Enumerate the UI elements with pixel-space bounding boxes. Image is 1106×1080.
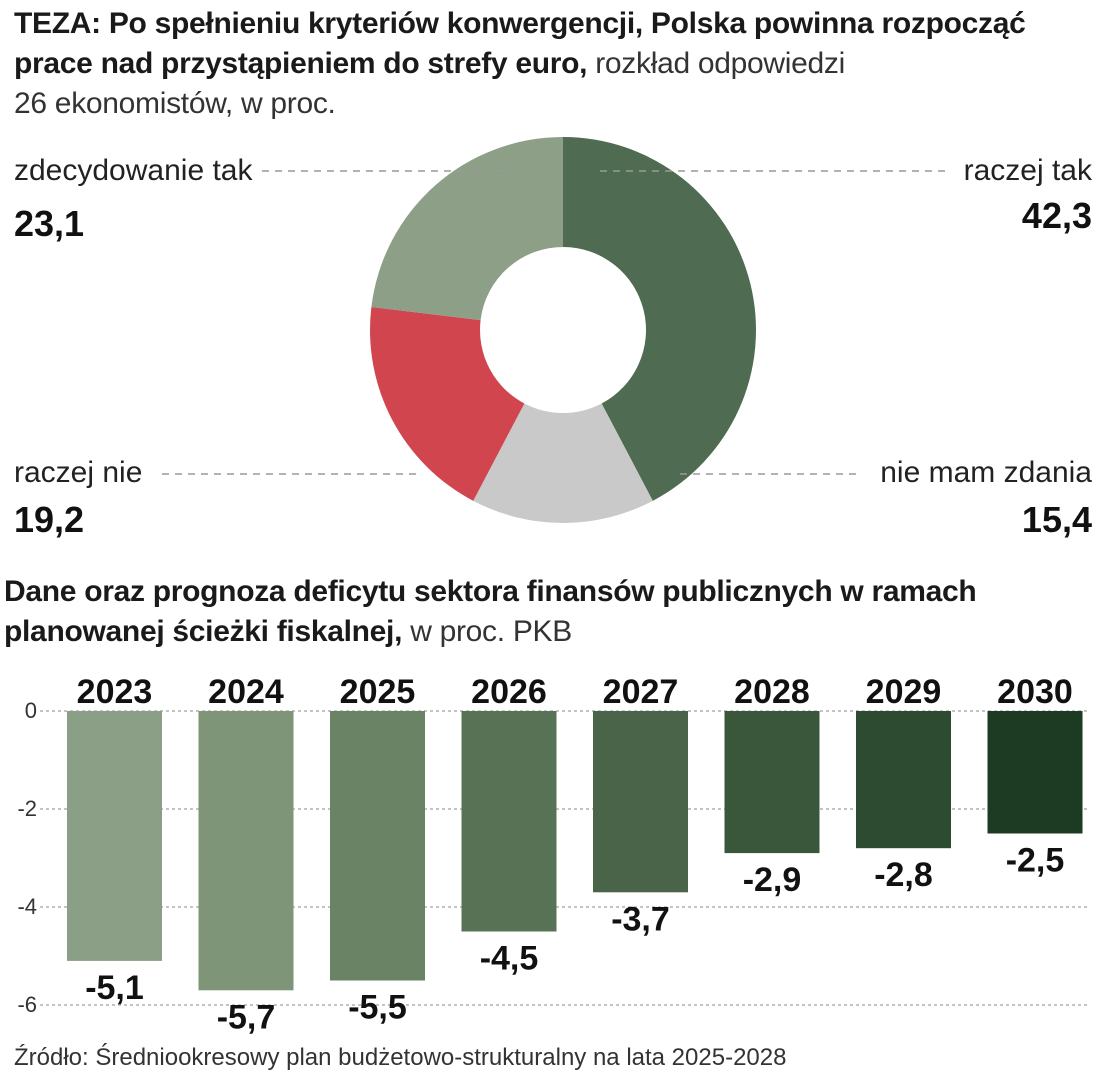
bar-title-rest: w proc. PKB: [410, 615, 572, 648]
y-tick-label: 0: [25, 698, 37, 723]
slice-value-zdecydowanie-tak: 23,1: [14, 203, 85, 244]
bar-2029: [856, 711, 951, 849]
bar-2027: [593, 711, 688, 893]
category-label-2029: 2029: [866, 673, 942, 711]
y-tick-label: -4: [17, 894, 37, 919]
donut-subtitle: 26 ekonomistów, w proc.: [14, 87, 336, 120]
donut-slice-raczej-nie: [370, 307, 525, 501]
value-label-2023: -5,1: [85, 969, 144, 1007]
category-label-2027: 2027: [603, 673, 679, 711]
value-label-2025: -5,5: [348, 989, 407, 1027]
source-note: Źródło: Średniookresowy plan budżetowo-s…: [14, 1044, 787, 1071]
category-label-2024: 2024: [208, 673, 284, 711]
bar-title-bold: Dane oraz prognoza deficytu sektora fina…: [4, 575, 977, 648]
donut-title-bold: TEZA: Po spełnieniu kryteriów konwergenc…: [14, 7, 1026, 80]
y-tick-label: -6: [17, 992, 37, 1017]
category-label-2028: 2028: [734, 673, 810, 711]
donut-title: TEZA: Po spełnieniu kryteriów konwergenc…: [14, 4, 1094, 124]
bar-2028: [724, 711, 820, 854]
slice-label-raczej-nie: raczej nie: [14, 456, 143, 489]
donut-title-rest: rozkład odpowiedzi: [595, 47, 845, 80]
slice-value-raczej-tak: 42,3: [1021, 195, 1092, 236]
bar-2024: [198, 711, 294, 991]
slice-label-raczej-tak: raczej tak: [963, 154, 1092, 187]
bar-2026: [461, 711, 557, 932]
slice-value-raczej-nie: 19,2: [14, 499, 85, 540]
slice-label-nie-mam-zdania: nie mam zdania: [880, 456, 1092, 489]
slice-value-nie-mam-zdania: 15,4: [1021, 499, 1092, 540]
slice-label-zdecydowanie-tak: zdecydowanie tak: [14, 154, 253, 187]
value-label-2026: -4,5: [480, 940, 539, 978]
category-label-2026: 2026: [471, 673, 547, 711]
value-label-2027: -3,7: [611, 900, 670, 938]
bar-2030: [987, 711, 1083, 834]
bar-title: Dane oraz prognoza deficytu sektora fina…: [4, 572, 1094, 652]
bar-2025: [330, 711, 425, 981]
donut-slice-raczej-tak: [563, 137, 756, 501]
value-label-2030: -2,5: [1006, 842, 1065, 880]
value-label-2028: -2,9: [743, 861, 802, 899]
donut-slice-zdecydowanie-tak: [371, 137, 563, 321]
bar-2023: [67, 711, 162, 961]
y-tick-label: -2: [17, 796, 37, 821]
value-label-2024: -5,7: [217, 998, 276, 1036]
donut-slice-nie-mam-zdania: [473, 403, 653, 523]
category-label-2030: 2030: [997, 673, 1073, 711]
value-label-2029: -2,8: [874, 856, 933, 894]
category-label-2025: 2025: [340, 673, 416, 711]
category-label-2023: 2023: [77, 673, 153, 711]
